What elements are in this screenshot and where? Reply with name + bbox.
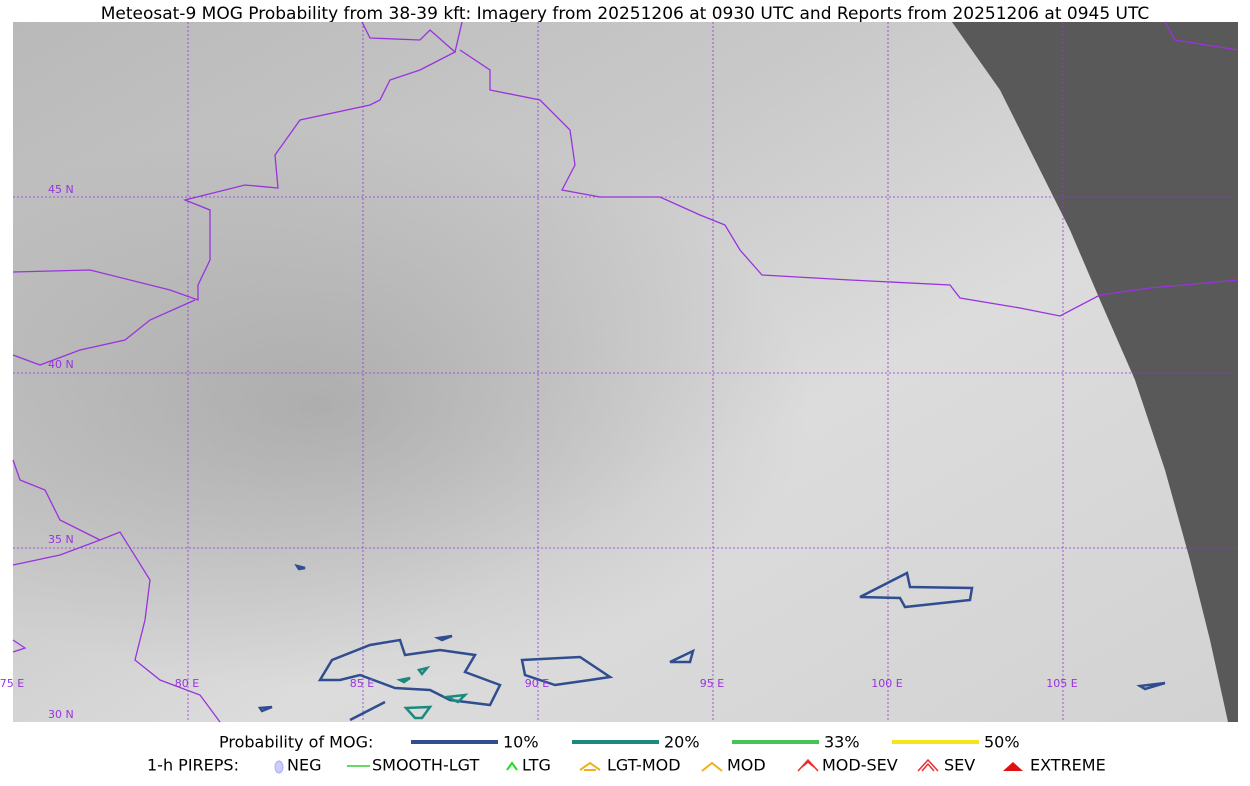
- legend-item: NEG: [287, 756, 321, 775]
- title: Meteosat-9 MOG Probability from 38-39 kf…: [101, 4, 1150, 24]
- lon-label: 80 E: [175, 677, 199, 690]
- probability-contours: [257, 564, 1166, 722]
- borders: [12, 21, 1239, 723]
- legend-symbol: [1003, 762, 1023, 771]
- legend-label: 1-h PIREPS:: [147, 756, 239, 775]
- legend-label: Probability of MOG:: [219, 733, 373, 752]
- legend-item: 20%: [664, 733, 700, 752]
- legend-item: 50%: [984, 733, 1020, 752]
- legend-symbol: [701, 761, 723, 772]
- lon-label: 100 E: [871, 677, 902, 690]
- lat-label: 30 N: [48, 708, 74, 721]
- legend-item: MOD-SEV: [822, 756, 898, 775]
- legend-symbol: [917, 758, 939, 772]
- lon-label: 75 E: [0, 677, 24, 690]
- map: 45 N 40 N 35 N 30 N 75 E 80 E 85 E 90 E …: [0, 21, 1239, 723]
- legend-symbol: [506, 761, 518, 771]
- legend-item: SMOOTH-LGT: [372, 756, 479, 775]
- lat-label: 35 N: [48, 533, 74, 546]
- lon-label: 90 E: [525, 677, 549, 690]
- legend-item: SEV: [944, 756, 975, 775]
- lat-label: 45 N: [48, 183, 74, 196]
- legend-symbol: [274, 760, 284, 774]
- legend-item: EXTREME: [1030, 756, 1106, 775]
- legend-item: LGT-MOD: [607, 756, 681, 775]
- legend-item: MOD: [727, 756, 766, 775]
- legend-item: LTG: [522, 756, 551, 775]
- legend-symbol: [579, 761, 601, 771]
- lon-label: 105 E: [1046, 677, 1077, 690]
- legend: Probability of MOG: 10% 20% 33% 50% 1-h …: [147, 733, 1106, 775]
- legend-item: 10%: [503, 733, 539, 752]
- lon-label: 95 E: [700, 677, 724, 690]
- lat-label: 40 N: [48, 358, 74, 371]
- legend-symbol: [797, 758, 819, 772]
- legend-item: 33%: [824, 733, 860, 752]
- lon-label: 85 E: [350, 677, 374, 690]
